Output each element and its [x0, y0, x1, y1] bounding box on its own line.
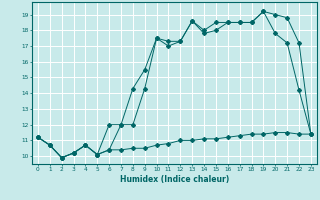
X-axis label: Humidex (Indice chaleur): Humidex (Indice chaleur) — [120, 175, 229, 184]
